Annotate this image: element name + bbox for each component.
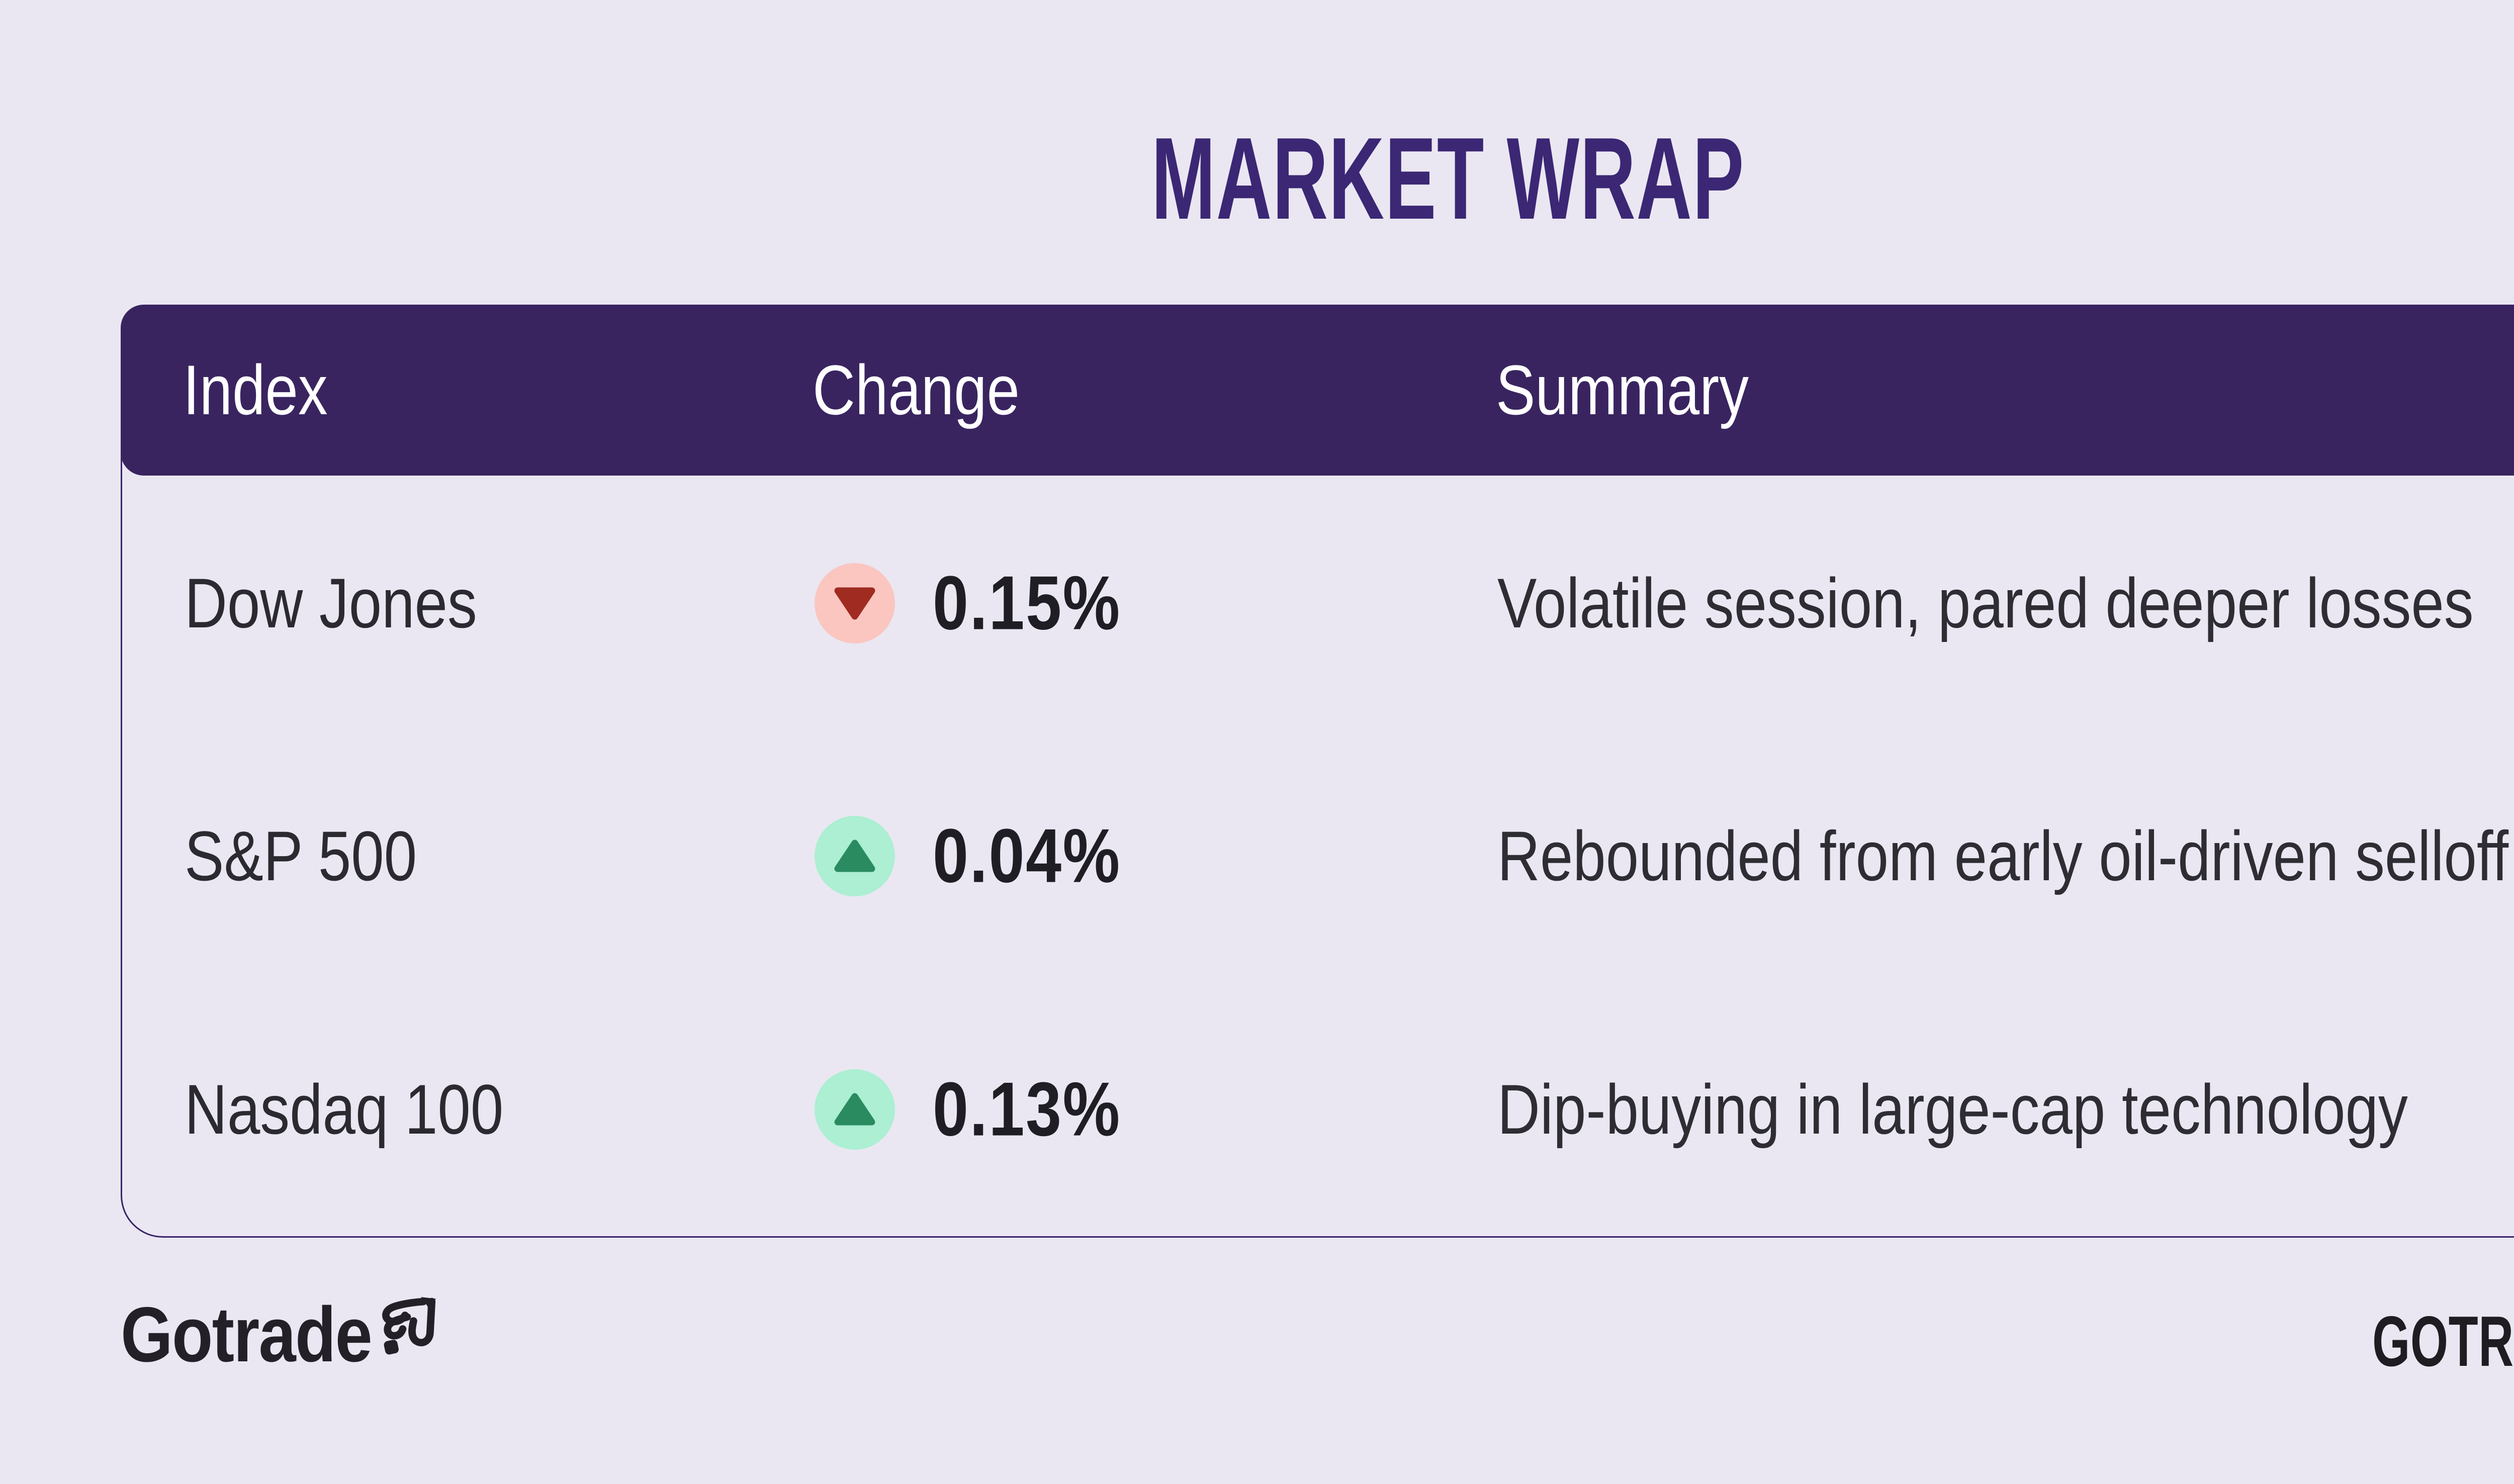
gotrade-arrow-icon xyxy=(382,1297,436,1355)
column-header-summary: Summary xyxy=(1496,350,1749,429)
row-summary: Rebounded from early oil-driven selloff xyxy=(1497,816,2509,895)
index-name: Dow Jones xyxy=(185,564,477,642)
change-percent: 0.04% xyxy=(933,813,1121,899)
row-summary: Volatile session, pared deeper losses xyxy=(1497,564,2474,642)
triangle-icon xyxy=(834,1093,875,1126)
change-direction-badge xyxy=(815,1069,895,1150)
gotrade-wordmark: Gotrade xyxy=(121,1291,373,1378)
publication-title: GOTRADE DAILY xyxy=(2372,1302,2514,1381)
page-title-text: MARKET WRAP xyxy=(1151,114,1745,244)
market-table-card: Index Change Summary Dow Jones 0.15% Vol… xyxy=(121,305,2514,1238)
triangle-icon xyxy=(834,840,875,872)
change-direction-badge xyxy=(815,563,895,643)
column-header-change: Change xyxy=(813,350,1020,429)
change-percent: 0.13% xyxy=(933,1066,1121,1152)
column-header-index: Index xyxy=(183,350,328,429)
index-name: S&P 500 xyxy=(185,816,417,895)
index-name: Nasdaq 100 xyxy=(185,1070,504,1149)
table-header-row: Index Change Summary xyxy=(121,305,2514,476)
change-percent: 0.15% xyxy=(933,560,1121,646)
change-direction-badge xyxy=(815,816,895,896)
page-title: MARKET WRAP xyxy=(0,121,2514,237)
row-summary: Dip-buying in large-cap technology xyxy=(1497,1070,2408,1149)
triangle-icon xyxy=(834,587,875,620)
